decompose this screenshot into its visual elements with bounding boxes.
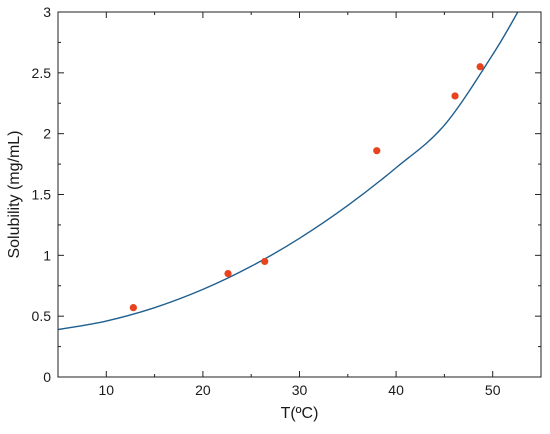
y-tick-label: 0 bbox=[43, 369, 51, 385]
y-tick-label: 2 bbox=[43, 126, 51, 142]
fit-curve bbox=[58, 12, 519, 331]
y-tick-label: 0.5 bbox=[32, 308, 52, 324]
y-tick-label: 2.5 bbox=[32, 65, 52, 81]
y-tick-label: 3 bbox=[43, 4, 51, 20]
data-point bbox=[129, 304, 137, 312]
fit-line-layer bbox=[58, 12, 519, 331]
x-tick-label: 40 bbox=[388, 382, 404, 398]
data-point bbox=[451, 92, 459, 100]
y-tick-label: 1 bbox=[43, 247, 51, 263]
data-point-layer bbox=[129, 63, 484, 312]
y-tick-label: 1.5 bbox=[32, 187, 52, 203]
x-tick-label: 50 bbox=[485, 382, 501, 398]
x-tick-label: 30 bbox=[292, 382, 308, 398]
x-tick-label: 10 bbox=[99, 382, 115, 398]
data-point bbox=[476, 63, 484, 71]
x-axis-label: T(ºC) bbox=[281, 405, 319, 422]
data-point bbox=[261, 257, 269, 266]
tick-layer: 10 20 30 40 50 0 0.5 1 1.5 2 2.5 3 bbox=[32, 4, 542, 398]
data-point bbox=[224, 269, 232, 278]
x-tick-label: 20 bbox=[195, 382, 211, 398]
plot-frame bbox=[57, 11, 542, 378]
y-axis-label: Solubility (mg/mL) bbox=[6, 130, 23, 258]
data-point bbox=[373, 147, 381, 155]
